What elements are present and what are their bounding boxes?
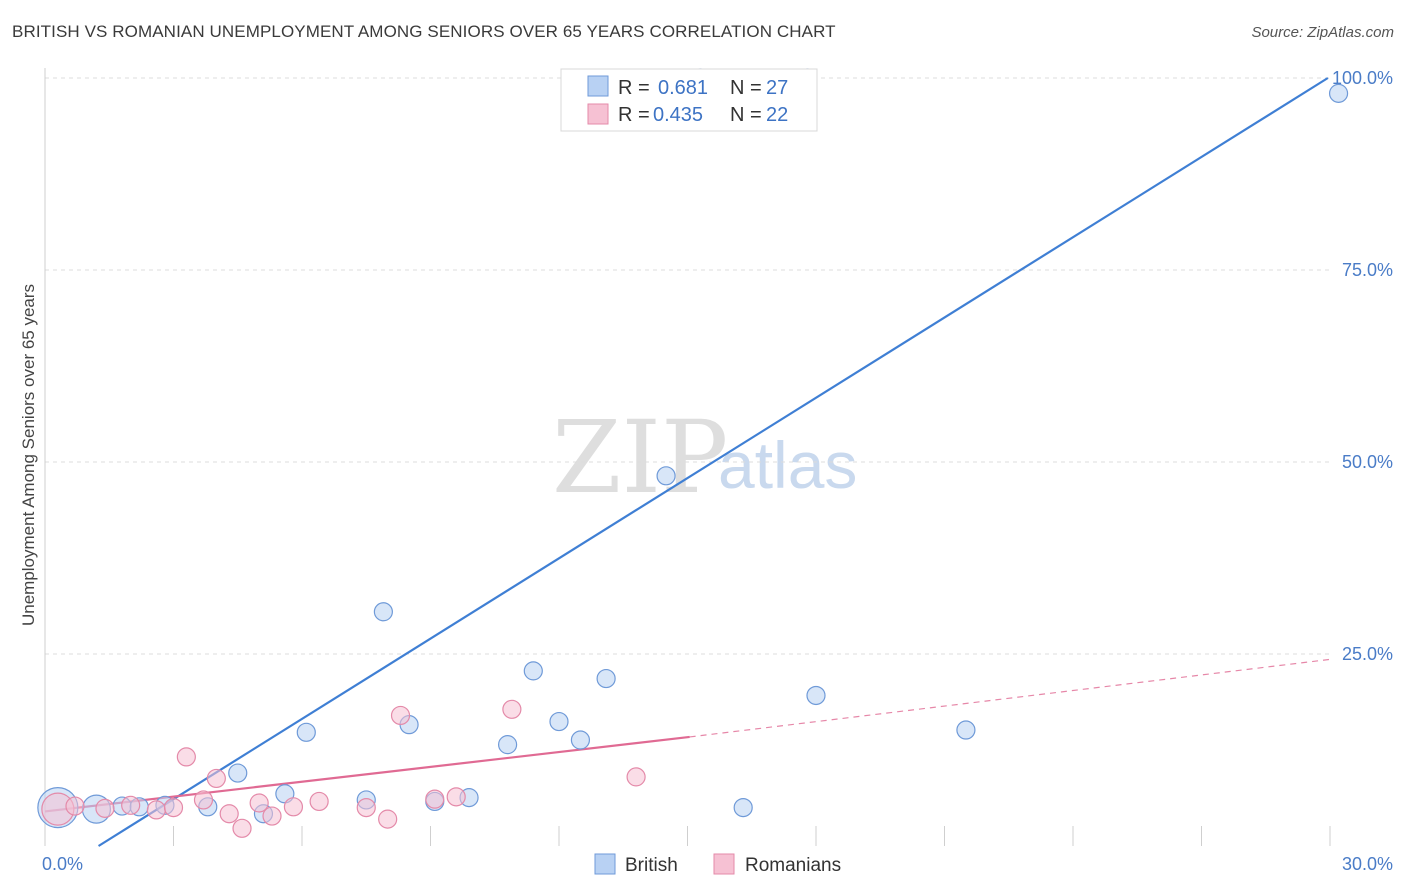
point-romanians	[446, 787, 466, 807]
legend-british-swatch	[587, 75, 609, 97]
point-romanians	[193, 790, 214, 810]
point-romanians	[502, 699, 522, 719]
point-romanians	[95, 798, 115, 818]
trend-line-british	[97, 77, 1329, 847]
point-romanians	[262, 806, 282, 826]
point-romanians	[626, 767, 646, 787]
series-legend-british-label: British	[625, 855, 678, 876]
point-british	[956, 720, 976, 740]
point-british	[373, 602, 393, 622]
point-british	[806, 685, 826, 706]
point-romanians	[309, 791, 329, 812]
x-tick-label: 30.0%	[1342, 854, 1393, 874]
correlation-legend: R = 0.681 N = 27 R = 0.435 N = 22	[560, 68, 818, 132]
watermark: ZIP atlas	[552, 399, 857, 516]
y-tick-label: 50.0%	[1342, 452, 1393, 472]
point-british	[498, 735, 518, 755]
chart-title: BRITISH VS ROMANIAN UNEMPLOYMENT AMONG S…	[12, 22, 836, 41]
legend-british-n-label: N =	[730, 77, 762, 99]
series-legend-romanians-label: Romanians	[745, 855, 841, 876]
legend-romanians-swatch	[587, 103, 609, 125]
point-romanians	[232, 818, 252, 838]
y-axis-label: Unemployment Among Seniors over 65 years	[19, 284, 38, 626]
point-british	[523, 661, 543, 681]
point-romanians	[425, 789, 445, 809]
point-british	[570, 730, 591, 750]
point-british	[549, 711, 569, 732]
point-romanians	[206, 768, 226, 789]
x-tick-label: 0.0%	[42, 854, 83, 874]
watermark-atlas: atlas	[718, 428, 857, 502]
point-british	[733, 797, 753, 818]
point-romanians	[219, 804, 239, 824]
point-romanians	[176, 747, 196, 767]
legend-romanians-n-label: N =	[730, 104, 762, 126]
series-legend-british-swatch	[594, 853, 616, 875]
point-british	[596, 668, 616, 689]
point-romanians	[146, 800, 166, 820]
y-tick-label: 100.0%	[1332, 68, 1393, 88]
legend-romanians-n-value: 22	[766, 104, 788, 126]
axes	[44, 68, 1331, 846]
point-romanians	[163, 797, 184, 818]
point-british	[228, 763, 248, 783]
legend-british-n-value: 27	[766, 77, 788, 99]
y-tick-label: 75.0%	[1342, 260, 1393, 280]
chart-source: Source: ZipAtlas.com	[1251, 24, 1394, 41]
point-romanians	[378, 809, 398, 829]
series-legend: British Romanians	[594, 853, 841, 876]
point-british	[296, 722, 316, 742]
point-romanians	[356, 797, 376, 818]
point-british	[656, 466, 676, 486]
point-romanians	[121, 795, 141, 815]
legend-romanians-r-value: 0.435	[653, 104, 703, 126]
gridlines	[45, 77, 1330, 655]
point-romanians	[65, 796, 85, 816]
data-points	[37, 68, 1349, 838]
tick-labels: 25.0% 50.0% 75.0% 100.0% 0.0% 30.0%	[42, 68, 1393, 874]
legend-british-r-label: R =	[618, 77, 650, 99]
legend-romanians-r-label: R =	[618, 104, 650, 126]
point-british	[1328, 83, 1349, 103]
legend-british-r-value: 0.681	[658, 77, 708, 99]
point-romanians	[283, 797, 304, 817]
point-romanians	[249, 793, 269, 813]
y-tick-label: 25.0%	[1342, 644, 1393, 664]
watermark-zip: ZIP	[552, 399, 728, 516]
point-romanians	[390, 705, 411, 726]
trend-line-romanians-extension	[689, 658, 1331, 738]
series-legend-romanians-swatch	[713, 853, 735, 875]
